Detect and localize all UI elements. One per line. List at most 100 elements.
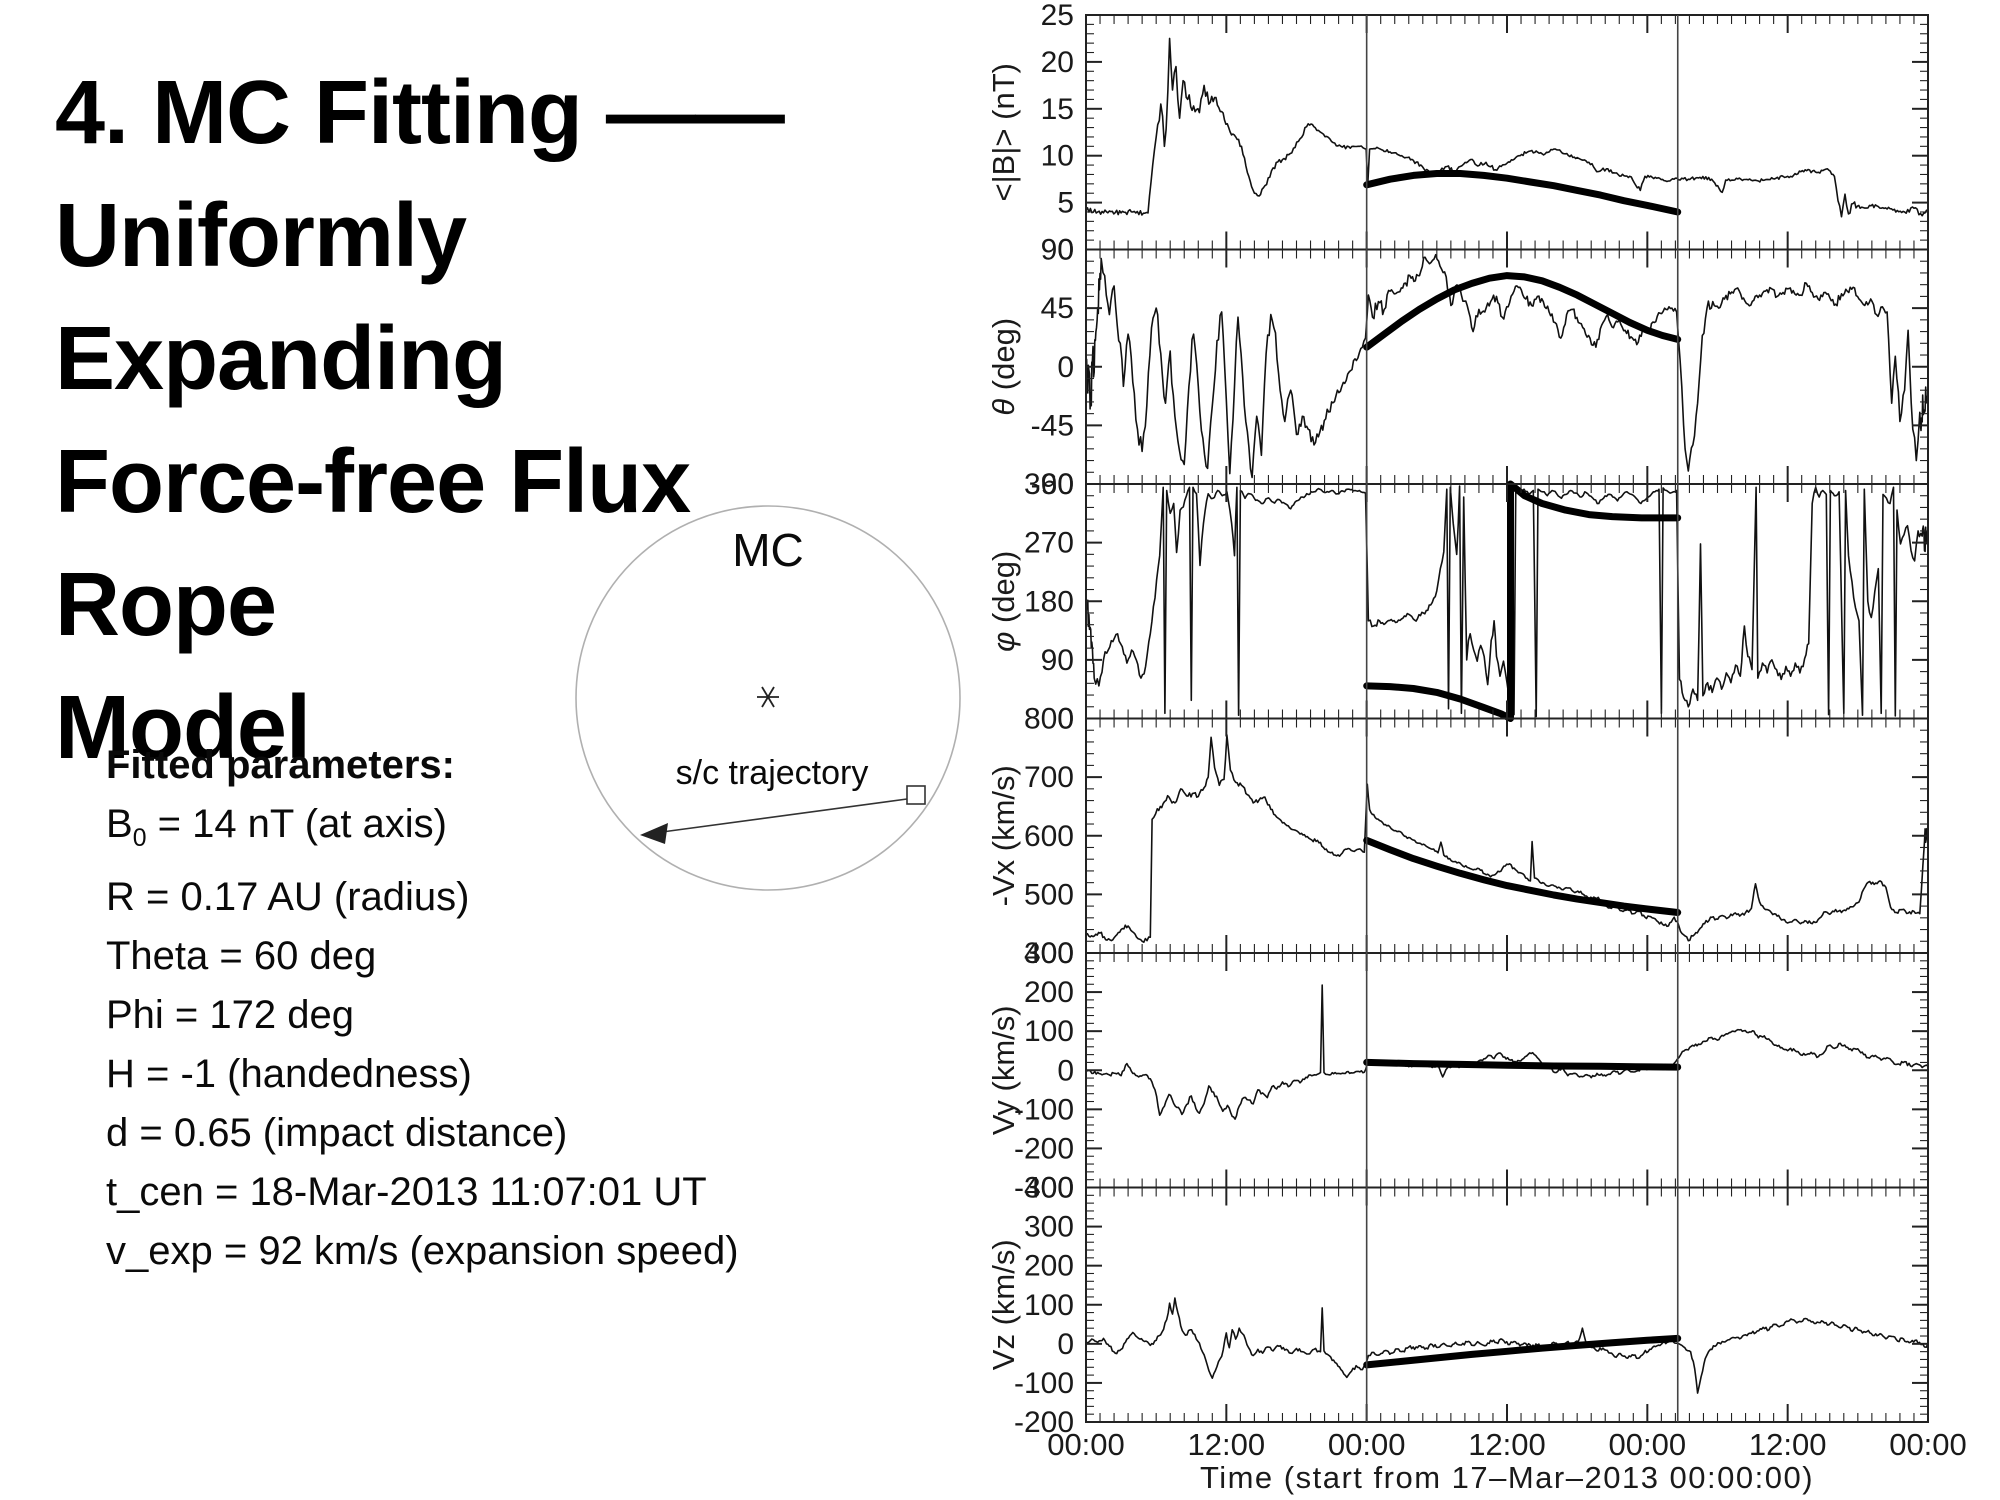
panel-frame-vz	[1085, 1186, 1929, 1423]
y-tick-label-vy: 100	[1024, 1015, 1074, 1048]
y-tick-label-phi: 90	[1041, 644, 1074, 677]
param-b0-value: = 14 nT (at axis)	[146, 802, 447, 846]
y-tick-label-theta: 45	[1041, 292, 1074, 325]
y-tick-label-b: 0	[1057, 234, 1074, 267]
y-tick-label-vy: -200	[1014, 1132, 1074, 1165]
x-ticks-b	[1085, 15, 1929, 250]
x-tick-label: 12:00	[1188, 1427, 1266, 1462]
y-tick-label-vy: 300	[1024, 937, 1074, 970]
y-tick-label-vz: 400	[1024, 1172, 1074, 1205]
x-axis-title: Time (start from 17–Mar–2013 00:00:00)	[1200, 1460, 1814, 1495]
y-tick-label-vz: 200	[1024, 1250, 1074, 1283]
y-tick-label-vy: -100	[1014, 1093, 1074, 1126]
panel-b: 25 20 15 10 5 0 <|B|> (nT)	[986, 0, 1929, 267]
x-tick-label: 00:00	[1609, 1427, 1687, 1462]
y-tick-label-theta: -45	[1031, 409, 1074, 442]
param-v-exp: v_exp = 92 km/s (expansion speed)	[106, 1229, 739, 1273]
fit-line-vx	[1363, 836, 1682, 916]
y-axis-title-vy: Vy (km/s)	[986, 1005, 1021, 1135]
series-line-theta	[1085, 253, 1929, 479]
slide-title: 4. MC Fitting —— Uniformly Expanding For…	[55, 52, 935, 790]
y-tick-label-b: 25	[1041, 0, 1074, 32]
y-tick-label-theta: 0	[1057, 351, 1074, 384]
y-tick-label-b: 15	[1041, 93, 1074, 126]
param-t-cen: t_cen = 18-Mar-2013 11:07:01 UT	[106, 1170, 707, 1214]
panel-vx: 800 700 600 500 400-Vx (km/s)	[986, 703, 1929, 970]
fitted-parameters-block: Fitted parameters: B0 = 14 nT (at axis) …	[106, 736, 846, 1281]
series-line-vy	[1085, 984, 1929, 1120]
y-ticks-b	[1086, 14, 1928, 251]
fit-line-vz	[1363, 1334, 1682, 1369]
param-theta: Theta = 60 deg	[106, 934, 377, 978]
param-b0-subscript: 0	[132, 825, 147, 852]
sc-trajectory-label: s/c trajectory	[676, 754, 869, 792]
y-tick-label-vz: -100	[1014, 1367, 1074, 1400]
mc-cross-section-diagram: MC s/c trajectory	[575, 505, 961, 891]
x-ticks-theta	[1085, 249, 1929, 484]
series-line-b	[1085, 37, 1929, 218]
y-tick-label-phi: 180	[1024, 585, 1074, 618]
param-b0: B0 = 14 nT (at axis)	[106, 795, 846, 868]
y-axis-title-vx: -Vx (km/s)	[986, 765, 1021, 906]
y-tick-label-vx: 800	[1024, 703, 1074, 736]
x-tick-label: 00:00	[1889, 1427, 1967, 1462]
series-line-phi	[1085, 485, 1929, 718]
trajectory-arrow-line	[661, 798, 908, 833]
title-line-3: Force-free Flux Rope	[55, 432, 691, 655]
fit-line-b	[1363, 170, 1682, 216]
panel-vz: 400 300 200 100 0 -100 -200 Vz (km/s)	[986, 1172, 1929, 1439]
param-impact-distance: d = 0.65 (impact distance)	[106, 1111, 568, 1155]
y-tick-label-b: 5	[1057, 187, 1074, 220]
title-line-2: Uniformly Expanding	[55, 186, 507, 409]
x-tick-label: 12:00	[1749, 1427, 1827, 1462]
y-ticks-theta	[1086, 248, 1928, 485]
panel-frame-b	[1085, 14, 1929, 251]
time-series-panels: 25 20 15 10 5 0 <|B|> (nT) 90 45 0 -45 -90 θ (deg) 36…	[986, 0, 1967, 1495]
title-line-4: Model	[55, 678, 311, 778]
fitted-parameters-heading: Fitted parameters:	[106, 743, 455, 787]
y-tick-label-vz: 300	[1024, 1211, 1074, 1244]
y-tick-label-vy: -300	[1014, 1172, 1074, 1205]
x-tick-label: 00:00	[1328, 1427, 1406, 1462]
panel-frame-theta	[1085, 248, 1929, 485]
x-ticks-vy	[1085, 953, 1929, 1188]
x-ticks-vz	[1085, 1187, 1929, 1422]
trajectory-arrowhead-icon	[640, 823, 668, 844]
series-line-vx	[1085, 734, 1929, 943]
y-axis-title-vz: Vz (km/s)	[986, 1239, 1021, 1370]
panel-vy: 300 200 100 0 -100 -200 -300 Vy (km/s)	[986, 937, 1929, 1205]
y-axis-title-phi: φ (deg)	[986, 551, 1021, 652]
mc-label: MC	[732, 524, 804, 576]
y-tick-label-vy: 0	[1057, 1054, 1074, 1087]
fit-line-theta	[1363, 272, 1682, 351]
title-line-1: 4. MC Fitting ——	[55, 63, 785, 163]
param-b0-symbol: B	[106, 802, 133, 846]
y-ticks-vz	[1086, 1186, 1928, 1423]
series-line-vz	[1085, 1297, 1929, 1394]
y-axis-title-theta: θ (deg)	[986, 318, 1021, 416]
y-tick-label-vx: 700	[1024, 761, 1074, 794]
y-ticks-vy	[1086, 952, 1928, 1189]
y-tick-label-vz: 100	[1024, 1289, 1074, 1322]
y-tick-label-theta: 90	[1041, 234, 1074, 267]
x-tick-label: 00:00	[1047, 1427, 1125, 1462]
y-tick-label-theta: -90	[1031, 468, 1074, 501]
spacecraft-marker	[906, 785, 926, 805]
y-axis-title-b: <|B|> (nT)	[986, 63, 1021, 201]
y-tick-label-vy: 200	[1024, 976, 1074, 1009]
y-tick-label-phi: 360	[1024, 468, 1074, 501]
panel-phi: 360 270 180 90 0 φ (deg)	[986, 468, 1929, 736]
param-phi: Phi = 172 deg	[106, 993, 354, 1037]
param-radius: R = 0.17 AU (radius)	[106, 875, 470, 919]
y-tick-label-vx: 400	[1024, 937, 1074, 970]
y-tick-label-phi: 270	[1024, 527, 1074, 560]
y-tick-label-b: 10	[1041, 140, 1074, 173]
y-tick-label-vz: -200	[1014, 1406, 1074, 1439]
x-tick-label: 12:00	[1468, 1427, 1546, 1462]
mc-axis-star-icon	[757, 686, 779, 708]
y-tick-label-vz: 0	[1057, 1328, 1074, 1361]
param-handedness: H = -1 (handedness)	[106, 1052, 472, 1096]
panel-theta: 90 45 0 -45 -90 θ (deg)	[986, 234, 1929, 501]
panel-frame-vy	[1085, 952, 1929, 1189]
